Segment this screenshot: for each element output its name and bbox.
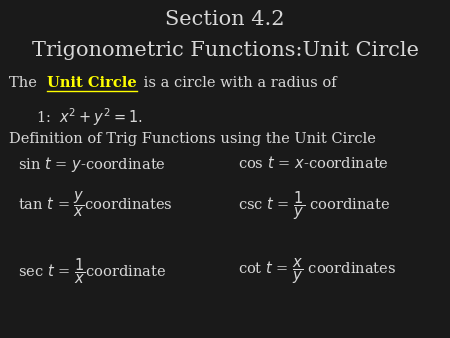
Text: sec $t$ = $\dfrac{1}{x}$coordinate: sec $t$ = $\dfrac{1}{x}$coordinate: [18, 257, 166, 286]
Text: Section 4.2: Section 4.2: [165, 10, 285, 29]
Text: 1:  $x^2 + y^2 = 1.$: 1: $x^2 + y^2 = 1.$: [36, 106, 143, 128]
Text: sin $t$ = $y$-coordinate: sin $t$ = $y$-coordinate: [18, 155, 166, 174]
Text: tan $t$ = $\dfrac{y}{x}$coordinates: tan $t$ = $\dfrac{y}{x}$coordinates: [18, 189, 173, 219]
Text: cos $t$ = $x$-coordinate: cos $t$ = $x$-coordinate: [238, 155, 389, 171]
Text: Definition of Trig Functions using the Unit Circle: Definition of Trig Functions using the U…: [9, 132, 376, 146]
Text: is a circle with a radius of: is a circle with a radius of: [139, 76, 336, 90]
Text: csc $t$ = $\dfrac{1}{y}$ coordinate: csc $t$ = $\dfrac{1}{y}$ coordinate: [238, 189, 391, 222]
Text: Unit Circle: Unit Circle: [47, 76, 137, 90]
Text: cot $t$ = $\dfrac{x}{y}$ coordinates: cot $t$ = $\dfrac{x}{y}$ coordinates: [238, 257, 397, 286]
Text: Trigonometric Functions:Unit Circle: Trigonometric Functions:Unit Circle: [32, 41, 419, 59]
Text: The: The: [9, 76, 41, 90]
